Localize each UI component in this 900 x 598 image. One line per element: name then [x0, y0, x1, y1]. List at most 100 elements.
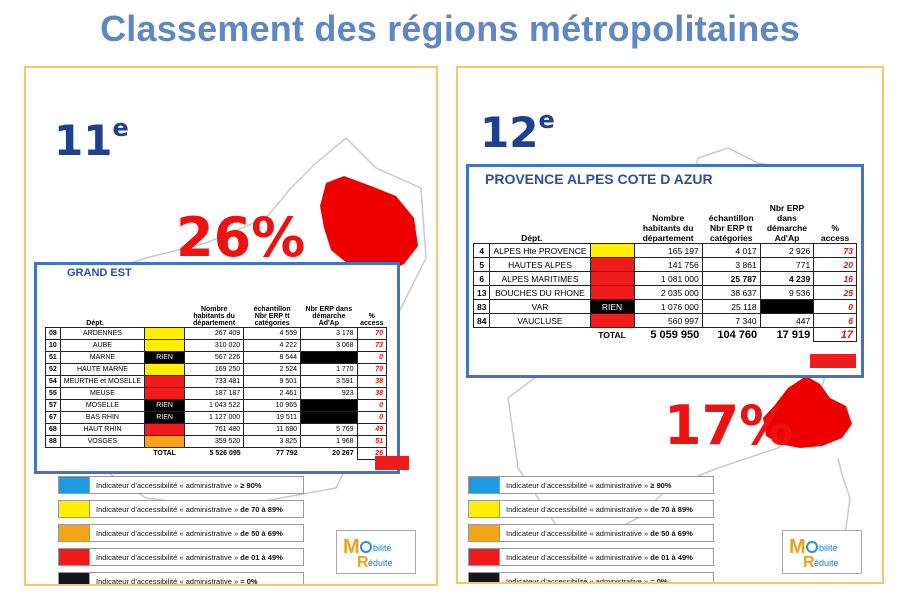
rank-number: 11 [54, 116, 113, 165]
dept-code-cell: 54 [45, 375, 61, 388]
adap-cell [300, 351, 358, 364]
logo-letter-m: M [789, 536, 806, 558]
legend-label: Indicateur d’accessibilité « administrat… [90, 505, 283, 514]
table-total-row: TOTAL 5 526 095 77 792 20 267 26 [46, 447, 388, 460]
col-access-header: % access [820, 223, 850, 243]
access-percent-cell: 25 [813, 285, 857, 300]
rank-suffix: e [538, 106, 555, 134]
total-empty-cell [490, 328, 590, 342]
dept-code-cell: 08 [45, 327, 61, 340]
table-row: 84 VAUCLUSE 560 997 7 340 447 6 [472, 313, 857, 328]
legend-label: Indicateur d’accessibilité « administrat… [90, 577, 258, 585]
col-habitants-header: Nombre habitants du département [193, 306, 236, 327]
erp-cell: 8 544 [243, 351, 302, 364]
legend-item: Indicateur d’accessibilité « administrat… [58, 572, 304, 585]
legend-swatch [469, 525, 500, 541]
total-empty-cell [60, 448, 144, 460]
adap-cell: 771 [759, 257, 815, 272]
adap-cell: 1 770 [300, 363, 358, 376]
legend-swatch [59, 501, 90, 517]
access-percent-cell: 73 [813, 243, 857, 258]
legend-swatch [469, 549, 500, 565]
region-percent: 17% [664, 394, 794, 457]
table-row: 55 MEUSE 187 187 2 461 923 38 [45, 387, 388, 400]
table-row: 51 MARNE RIEN 567 226 8 544 0 [45, 351, 388, 364]
total-access-percent-cell: 17 [813, 327, 857, 342]
col-adap-header: Nbr ERP dans démarche Ad'Ap [305, 306, 353, 327]
logo-text-bilite: bilité [373, 543, 392, 553]
page-title: Classement des régions métropolitaines [100, 8, 800, 49]
access-percent-cell: 49 [356, 423, 388, 436]
access-percent-cell: 38 [356, 375, 388, 388]
legend-label: Indicateur d’accessibilité « administrat… [90, 529, 283, 538]
erp-cell: 4 559 [243, 327, 302, 340]
legend-label-text: Indicateur d’accessibilité « administrat… [506, 504, 651, 514]
legend-label-text: Indicateur d’accessibilité « administrat… [96, 480, 241, 490]
dept-code-cell: 55 [45, 387, 61, 400]
col-erp-header: échantillon Nbr ERP tt catégories [253, 306, 291, 327]
legend-item: Indicateur d’accessibilité « administrat… [468, 548, 714, 566]
habitants-cell: 2 035 000 [633, 285, 703, 300]
dept-code-cell: 4 [472, 243, 491, 258]
erp-cell: 19 511 [243, 411, 302, 424]
dept-name-cell: BOUCHES DU RHONE [489, 285, 591, 300]
col-dept-header: Dépt. [86, 320, 104, 327]
dept-code-cell: 5 [472, 257, 491, 272]
adap-cell: 2 926 [759, 243, 815, 258]
table-row: 13 BOUCHES DU RHONE 2 035 000 38 637 9 536 25 [472, 285, 857, 300]
erp-cell: 4 017 [701, 243, 761, 258]
dept-name-cell: ALPES Hte PROVENCE [489, 243, 591, 258]
paca-table: Dépt. Nombre habitants du département éc… [472, 203, 857, 342]
table-header-row: Dépt. Nombre habitants du département éc… [46, 297, 387, 328]
adap-cell [300, 399, 358, 412]
table-row: 54 MEURTHE et MOSELLE 733 481 9 501 3 591 38 [45, 375, 388, 388]
adap-cell [300, 411, 358, 424]
dept-code-cell: 52 [45, 363, 61, 376]
habitants-cell: 761 480 [184, 423, 245, 436]
access-percent-cell: 70 [356, 327, 388, 340]
erp-cell: 25 787 [701, 271, 761, 286]
status-color-cell [144, 423, 186, 436]
legend-label-text: Indicateur d’accessibilité « administrat… [96, 528, 241, 538]
legend-swatch [59, 549, 90, 565]
legend-label-range: = 0% [650, 576, 668, 584]
dept-name-cell: BAS RHIN [59, 411, 146, 424]
legend-label: Indicateur d’accessibilité « administrat… [90, 553, 283, 562]
erp-cell: 7 340 [701, 313, 761, 328]
status-color-cell [589, 271, 635, 286]
legend-item: Indicateur d’accessibilité « administrat… [468, 524, 714, 542]
legend-item: Indicateur d’accessibilité « administrat… [58, 524, 304, 542]
adap-cell: 1 968 [300, 435, 358, 448]
legend-left: Indicateur d’accessibilité « administrat… [58, 476, 304, 585]
total-color-cell [375, 456, 409, 470]
legend-item: Indicateur d’accessibilité « administrat… [468, 476, 714, 494]
legend-label-range: de 50 à 69% [650, 528, 693, 538]
dept-code-cell: 13 [472, 285, 491, 300]
table-row: 88 VOSGES 359 520 3 825 1 968 51 [45, 435, 388, 448]
table-row: 83 VAR RIEN 1 076 000 25 118 0 [472, 299, 857, 314]
logo-wheel-icon [360, 541, 372, 553]
table-row: 68 HAUT RHIN 761 480 11 680 5 769 49 [45, 423, 388, 436]
legend-label-range: ≥ 90% [650, 480, 672, 490]
rank-label: 12e [480, 106, 555, 157]
adap-cell: 447 [759, 313, 815, 328]
legend-item: Indicateur d’accessibilité « administrat… [58, 476, 304, 494]
status-color-cell [144, 363, 186, 376]
habitants-cell: 733 481 [184, 375, 245, 388]
habitants-cell: 567 226 [184, 351, 245, 364]
logo-letter-m: M [343, 536, 360, 558]
col-adap-header: Nbr ERP dans démarche Ad'Ap [766, 203, 808, 243]
status-color-cell [144, 435, 186, 448]
dept-code-cell: 88 [45, 435, 61, 448]
logo-letter-r: R [357, 554, 369, 571]
logo-text-eduite: éduite [368, 558, 393, 568]
legend-swatch [59, 573, 90, 584]
legend-swatch [59, 477, 90, 493]
total-empty-cell [46, 448, 61, 460]
erp-cell: 3 861 [701, 257, 761, 272]
rank-label: 11e [54, 114, 129, 165]
total-adap-cell: 17 919 [776, 328, 811, 341]
access-percent-cell: 0 [813, 299, 857, 314]
